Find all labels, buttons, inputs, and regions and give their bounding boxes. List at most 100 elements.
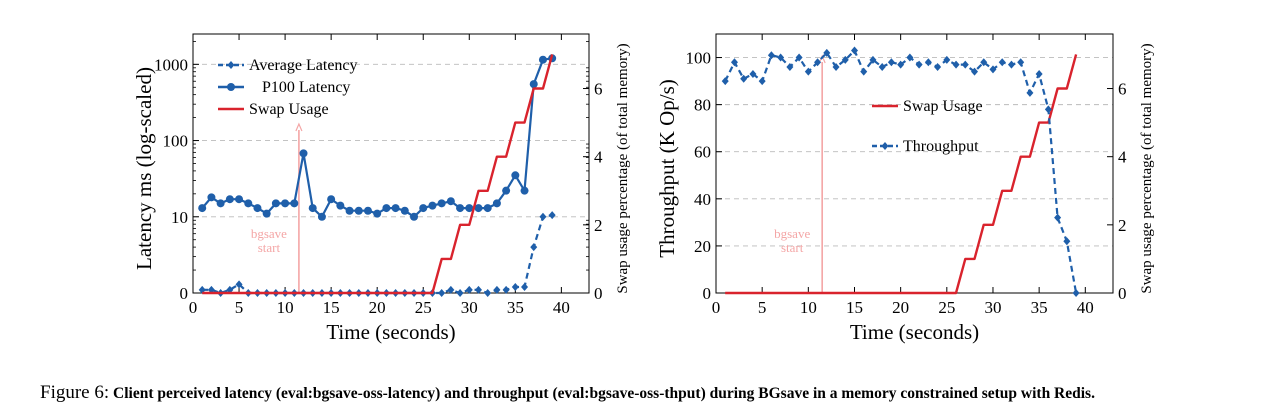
bgsave-marker-arrowhead (295, 122, 303, 132)
data-point (511, 282, 519, 291)
data-point (465, 285, 473, 294)
data-point (216, 199, 225, 208)
data-point (906, 53, 914, 62)
x-tick-label: 25 (938, 298, 955, 317)
caption-text: Client perceived latency (eval:bgsave-os… (113, 385, 1095, 402)
y2-tick-label: 6 (1118, 80, 1127, 99)
data-point (860, 67, 868, 76)
data-point (493, 285, 501, 294)
x-tick-label: 5 (235, 298, 244, 317)
data-point (832, 62, 840, 71)
data-point (235, 280, 243, 289)
data-point (850, 46, 858, 55)
bgsave-annotation-text: start (258, 240, 281, 255)
data-point (262, 209, 271, 218)
data-point (428, 201, 437, 210)
data-point (511, 171, 520, 180)
y2-tick-label: 4 (1118, 148, 1127, 167)
data-point (767, 51, 775, 60)
data-point (363, 206, 372, 215)
data-point (382, 204, 391, 213)
data-point (465, 204, 474, 213)
series-line-swap-usage (725, 54, 1078, 295)
data-point (1072, 289, 1080, 297)
y-tick-label: 0 (180, 284, 189, 303)
data-point (887, 58, 895, 67)
bgsave-annotation-text: start (781, 240, 804, 255)
data-point (447, 285, 455, 294)
data-point (529, 80, 538, 89)
x-axis-title: Time (seconds) (326, 320, 455, 344)
y-tick-label: 80 (694, 96, 711, 115)
data-point (253, 204, 262, 213)
legend-marker (227, 83, 235, 91)
x-tick-label: 10 (277, 298, 294, 317)
series-p100-latency (198, 54, 557, 221)
series-swap-usage (725, 54, 1078, 295)
data-point (915, 60, 923, 69)
data-point (758, 77, 766, 86)
data-point (795, 53, 803, 62)
data-point (538, 55, 547, 64)
data-point (391, 204, 400, 213)
legend-label-average-latency: Average Latency (249, 57, 358, 74)
figure-caption: Figure 6: Client perceived latency (eval… (40, 382, 1270, 404)
data-point (520, 186, 529, 195)
legend-marker (881, 142, 889, 150)
data-point (474, 204, 483, 213)
series-throughput (721, 46, 1080, 297)
x-tick-label: 5 (758, 298, 767, 317)
x-tick-label: 0 (712, 298, 721, 317)
chart-panel-1: 0 10 100 1000 0 2 4 6 0 5 10 15 20 25 30 35 40 Time (seco… (132, 33, 631, 344)
data-point (271, 199, 280, 208)
data-point (281, 199, 290, 208)
data-point (483, 204, 492, 213)
data-point (804, 67, 812, 76)
legend-label-swap-usage: Swap Usage (249, 101, 329, 118)
legend: Average Latency P100 Latency Swap Usage (218, 57, 358, 118)
data-point (373, 209, 382, 218)
data-point (437, 199, 446, 208)
data-point (354, 206, 363, 215)
x-tick-label: 35 (1031, 298, 1048, 317)
x-tick-label: 0 (189, 298, 198, 317)
bgsave-annotation-text: bgsave (251, 226, 287, 241)
data-point (814, 58, 822, 67)
x-tick-label: 20 (369, 298, 386, 317)
x-tick-label: 40 (553, 298, 570, 317)
data-point (897, 60, 905, 69)
data-point (438, 289, 446, 297)
series-line-swap-usage (202, 54, 554, 295)
data-point (730, 58, 738, 67)
legend: Swap Usage Throughput (872, 98, 983, 155)
data-point (198, 204, 207, 213)
data-point (1026, 88, 1034, 97)
data-point (308, 204, 317, 213)
y2-tick-label: 6 (594, 80, 603, 99)
y-tick-label: 20 (694, 237, 711, 256)
y-tick-label: 100 (686, 49, 712, 68)
data-point (952, 60, 960, 69)
data-point (943, 55, 951, 64)
x-tick-label: 25 (415, 298, 432, 317)
data-point (1063, 237, 1071, 246)
series-line-throughput (724, 49, 1078, 294)
series-swap-usage (202, 54, 554, 295)
y2-tick-label: 4 (594, 148, 603, 167)
data-point (740, 74, 748, 83)
data-point (410, 212, 419, 221)
data-point (299, 149, 308, 158)
data-point (521, 282, 529, 291)
y2-axis-title: Swap usage percentage (of total memory) (1139, 43, 1155, 293)
data-point (971, 67, 979, 76)
data-point (502, 285, 510, 294)
data-point (290, 199, 299, 208)
x-tick-label: 30 (461, 298, 478, 317)
y-tick-label: 40 (694, 190, 711, 209)
data-point (841, 55, 849, 64)
data-point (446, 197, 455, 206)
data-point (1054, 213, 1062, 222)
data-point (1035, 70, 1043, 79)
data-point (980, 58, 988, 67)
